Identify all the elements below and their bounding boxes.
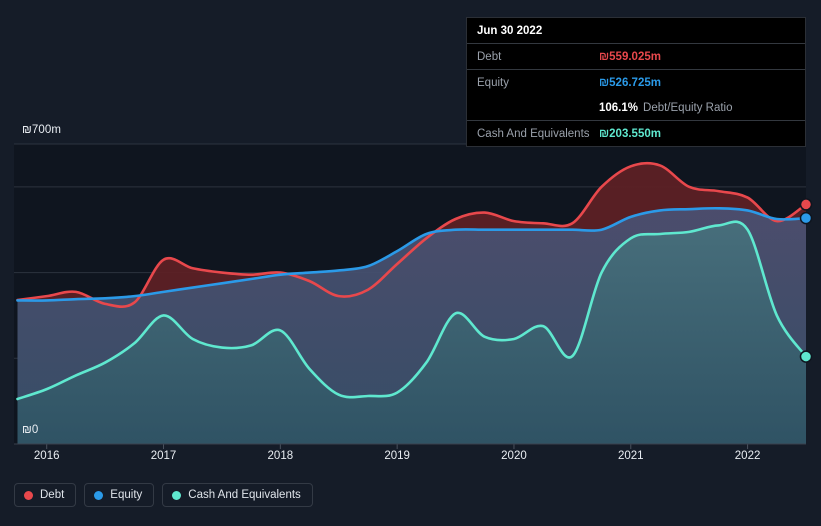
series-areas [17, 163, 806, 444]
tooltip-row-equity: Equity ₪526.725m [467, 69, 805, 95]
legend-item-label: Cash And Equivalents [188, 489, 301, 501]
tooltip-cash-label: Cash And Equivalents [477, 127, 590, 140]
legend-item-equity[interactable]: Equity [84, 483, 155, 507]
legend-color-dot-icon [24, 490, 33, 500]
x-axis-label-2020: 2020 [501, 450, 527, 462]
endpoint-marker [799, 350, 813, 363]
series-lines [16, 161, 806, 401]
x-axis-label-2018: 2018 [267, 450, 294, 462]
y-axis-zero-label: ₪0 [22, 424, 39, 436]
legend-item-cash-and-equivalents[interactable]: Cash And Equivalents [162, 483, 313, 507]
tooltip-debt-label: Debt [477, 50, 502, 63]
y-axis-top-label: ₪700m [22, 124, 62, 136]
tooltip-row-cash: Cash And Equivalents ₪203.550m [467, 120, 805, 146]
tooltip-row-debt: Debt ₪559.025m [467, 43, 805, 69]
x-axis-label-2019: 2019 [384, 450, 410, 462]
legend-color-dot-icon [94, 490, 104, 500]
legend-item-debt[interactable]: Debt [14, 483, 77, 507]
axis-ticks [14, 443, 806, 449]
data-tooltip: Jun 30 2022 Debt ₪559.025m Equity ₪526.7… [466, 17, 806, 147]
legend-item-label: Debt [40, 489, 65, 501]
chart-legend: Debt Equity Cash And Equivalents [14, 483, 313, 507]
x-axis-label-2016: 2016 [33, 450, 60, 462]
endpoint-marker [799, 211, 813, 225]
x-axis-label-2017: 2017 [150, 450, 177, 462]
series-endpoints [799, 198, 813, 363]
cash-area [17, 221, 806, 444]
x-axis-label-2021: 2021 [617, 450, 644, 462]
endpoint-marker [799, 198, 813, 211]
tooltip-equity-value: ₪526.725m [599, 76, 661, 89]
tooltip-row-ratio: 106.1% Debt/Equity Ratio [467, 95, 805, 120]
tooltip-equity-label: Equity [477, 76, 509, 89]
tooltip-cash-value: ₪203.550m [599, 127, 661, 140]
x-axis-label-2022: 2022 [734, 450, 761, 462]
tooltip-ratio-value: 106.1% [599, 101, 639, 114]
legend-color-dot-icon [172, 490, 182, 500]
equity-line [16, 206, 806, 302]
legend-item-label: Equity [110, 489, 143, 501]
debt-line [16, 161, 806, 308]
tooltip-ratio-label: Debt/Equity Ratio [643, 101, 733, 114]
cash-line [16, 220, 806, 401]
tooltip-date: Jun 30 2022 [477, 25, 543, 37]
tooltip-debt-value: ₪559.025m [599, 50, 661, 63]
